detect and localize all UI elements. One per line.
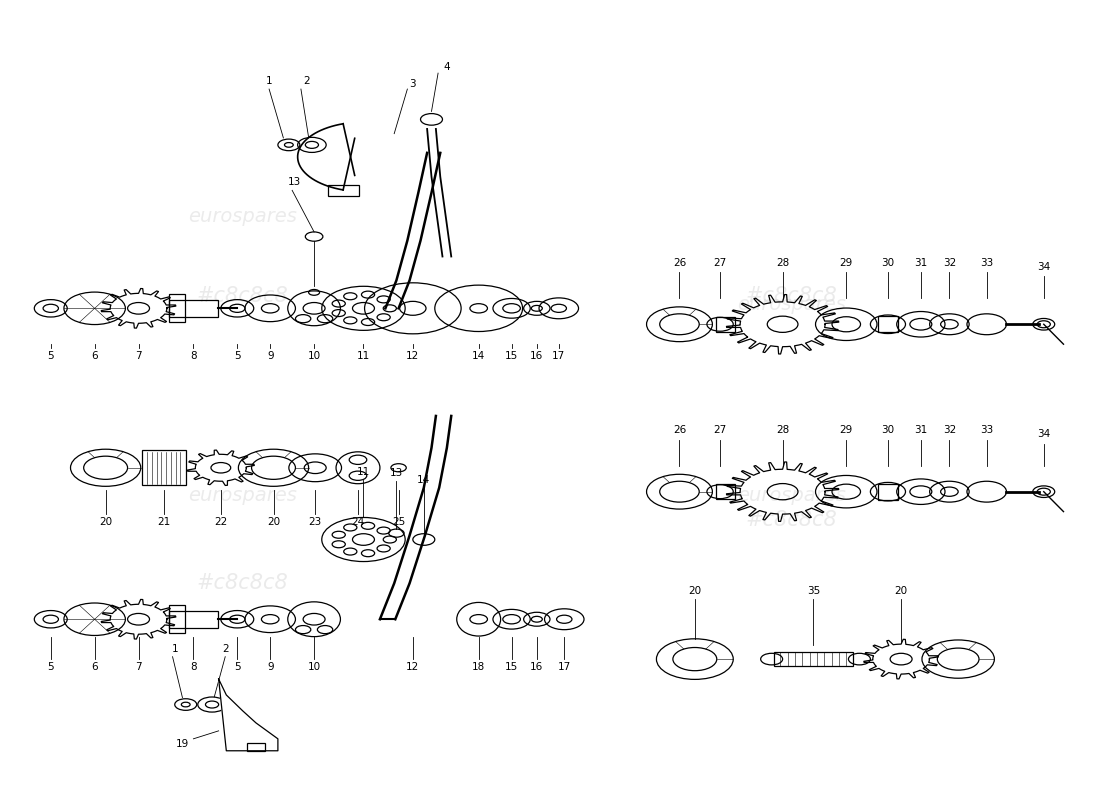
Text: 27: 27: [714, 426, 727, 435]
Bar: [716, 485, 736, 499]
Text: 16: 16: [530, 662, 543, 672]
Text: 6: 6: [91, 662, 98, 672]
Text: 29: 29: [839, 426, 853, 435]
Text: 21: 21: [157, 517, 170, 527]
Text: eurospares: eurospares: [188, 486, 297, 505]
Text: 30: 30: [881, 426, 894, 435]
Text: 19: 19: [176, 739, 189, 750]
Text: 24: 24: [351, 517, 364, 527]
Text: 20: 20: [267, 517, 280, 527]
Text: 17: 17: [552, 351, 565, 361]
Text: 10: 10: [308, 662, 321, 672]
Text: 14: 14: [417, 474, 430, 485]
Text: 16: 16: [530, 351, 543, 361]
Text: 25: 25: [392, 517, 405, 527]
Text: eurospares: eurospares: [737, 486, 846, 505]
Bar: [716, 317, 736, 331]
Text: 26: 26: [673, 258, 686, 268]
Text: 34: 34: [1037, 430, 1050, 439]
Text: 9: 9: [267, 351, 274, 361]
Text: 12: 12: [406, 351, 419, 361]
Text: 7: 7: [135, 351, 142, 361]
Bar: [248, 742, 265, 751]
Bar: [142, 450, 186, 485]
Text: 28: 28: [776, 426, 789, 435]
Text: 5: 5: [234, 351, 241, 361]
Text: #c8c8c8: #c8c8c8: [746, 286, 837, 306]
Text: 6: 6: [91, 351, 98, 361]
Bar: [168, 294, 185, 322]
Text: #c8c8c8: #c8c8c8: [197, 574, 288, 594]
Bar: [329, 185, 359, 196]
Text: 15: 15: [505, 662, 518, 672]
Bar: [168, 606, 185, 633]
Text: 34: 34: [1037, 262, 1050, 272]
Text: 32: 32: [943, 258, 956, 268]
Text: 5: 5: [47, 351, 54, 361]
Text: eurospares: eurospares: [737, 295, 846, 314]
Text: 18: 18: [472, 662, 485, 672]
Text: 8: 8: [190, 662, 197, 672]
Text: 15: 15: [505, 351, 518, 361]
Text: 31: 31: [914, 426, 927, 435]
Text: 22: 22: [214, 517, 228, 527]
Text: 20: 20: [99, 517, 112, 527]
Text: 13: 13: [288, 178, 301, 187]
Text: 17: 17: [558, 662, 571, 672]
Text: 20: 20: [689, 586, 702, 596]
Text: eurospares: eurospares: [188, 207, 297, 226]
Text: 33: 33: [980, 258, 993, 268]
Text: #c8c8c8: #c8c8c8: [197, 286, 288, 306]
Text: 2: 2: [222, 644, 229, 654]
Text: 26: 26: [673, 426, 686, 435]
Bar: [878, 483, 898, 500]
Text: 32: 32: [943, 426, 956, 435]
Text: 27: 27: [714, 258, 727, 268]
Text: 14: 14: [472, 351, 485, 361]
Text: #c8c8c8: #c8c8c8: [746, 510, 837, 530]
Polygon shape: [219, 679, 278, 750]
Bar: [168, 300, 218, 317]
Text: 4: 4: [443, 62, 450, 72]
Text: 33: 33: [980, 426, 993, 435]
Text: 30: 30: [881, 258, 894, 268]
Text: 28: 28: [776, 258, 789, 268]
Text: 35: 35: [806, 586, 820, 596]
Text: 1: 1: [266, 76, 273, 86]
Text: 11: 11: [356, 351, 370, 361]
Text: 29: 29: [839, 258, 853, 268]
Text: 20: 20: [894, 586, 908, 596]
Text: 31: 31: [914, 258, 927, 268]
Text: 7: 7: [135, 662, 142, 672]
Text: 23: 23: [309, 517, 322, 527]
Text: 5: 5: [234, 662, 241, 672]
Text: 10: 10: [308, 351, 321, 361]
Text: 8: 8: [190, 351, 197, 361]
Bar: [168, 610, 218, 628]
Text: 5: 5: [47, 662, 54, 672]
Text: 1: 1: [172, 644, 178, 654]
Bar: [878, 316, 898, 332]
Text: 13: 13: [389, 468, 403, 478]
Text: 9: 9: [267, 662, 274, 672]
Text: 2: 2: [304, 76, 310, 86]
Text: 11: 11: [356, 466, 370, 477]
Text: 3: 3: [409, 78, 416, 89]
Text: 12: 12: [406, 662, 419, 672]
Bar: [773, 652, 852, 666]
